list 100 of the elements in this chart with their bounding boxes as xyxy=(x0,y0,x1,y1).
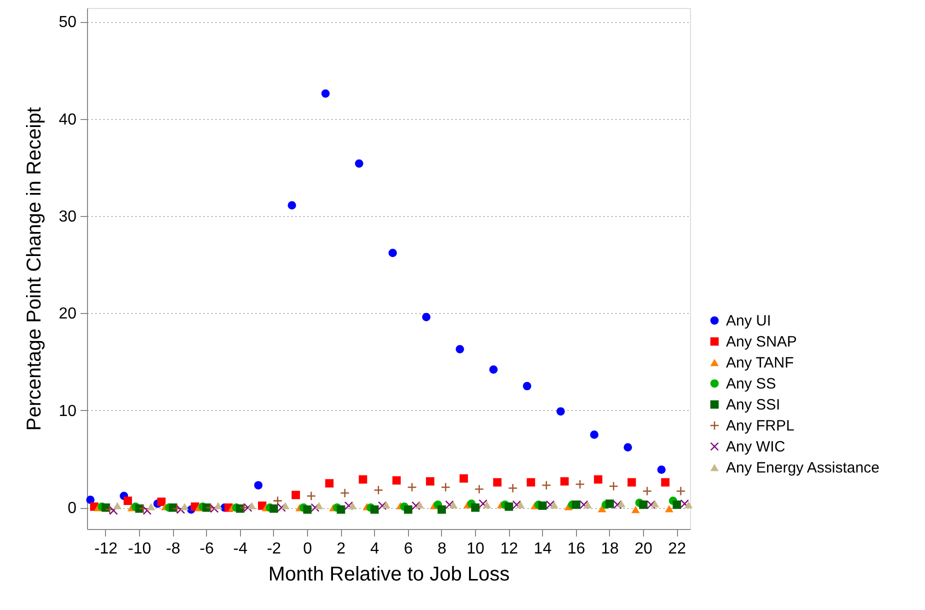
point xyxy=(475,484,484,494)
point xyxy=(180,503,189,510)
point xyxy=(508,484,517,492)
point xyxy=(460,474,468,483)
y-tick-label: 30 xyxy=(58,208,77,226)
point xyxy=(86,496,95,504)
x-tick-label: 10 xyxy=(466,540,485,558)
point xyxy=(321,89,330,98)
y-tick-label: 10 xyxy=(58,402,77,420)
x-tick-label: 16 xyxy=(567,540,586,558)
point xyxy=(516,501,525,508)
x-tick-label: 6 xyxy=(404,540,413,558)
point xyxy=(526,478,536,487)
y-tick-label: 20 xyxy=(58,306,77,323)
point xyxy=(471,503,480,512)
legend-label: Any SNAP xyxy=(726,334,797,350)
legend-label: Any SSI xyxy=(726,396,780,414)
x-tick-label: -6 xyxy=(200,540,214,558)
point xyxy=(522,382,532,390)
point xyxy=(438,505,446,514)
point xyxy=(314,502,324,510)
point xyxy=(416,501,424,508)
x-tick-label: 2 xyxy=(336,540,346,558)
y-tick-label: 0 xyxy=(68,500,77,518)
x-tick-label: -8 xyxy=(166,540,180,558)
point xyxy=(556,407,565,416)
x-axis-title: Month Relative to Job Loss xyxy=(268,564,510,586)
y-axis-title: Percentage Point Change in Receipt xyxy=(24,106,46,431)
point xyxy=(642,486,652,496)
point xyxy=(504,502,514,511)
point xyxy=(493,478,502,487)
point xyxy=(270,504,278,513)
point xyxy=(584,501,592,508)
x-tick-label: 18 xyxy=(600,540,619,558)
x-tick-label: 0 xyxy=(303,540,312,558)
point xyxy=(358,475,368,484)
point xyxy=(157,498,166,506)
point xyxy=(354,159,364,168)
legend-label: Any SS xyxy=(726,376,776,392)
point xyxy=(348,502,357,510)
point xyxy=(560,477,569,486)
y-tick-label: 50 xyxy=(58,14,77,32)
point xyxy=(392,476,401,485)
legend-label: Any FRPL xyxy=(726,418,794,434)
point xyxy=(650,500,660,508)
point xyxy=(489,365,498,374)
legend-label: Any TANF xyxy=(726,354,794,372)
point xyxy=(661,478,670,487)
legend-label: Any WIC xyxy=(726,438,786,456)
point xyxy=(449,501,458,508)
point xyxy=(664,504,674,512)
point xyxy=(572,500,580,509)
x-tick-label: -4 xyxy=(233,540,248,558)
point xyxy=(628,478,636,487)
legend-label: Any Energy Assistance xyxy=(726,460,880,476)
point xyxy=(370,505,379,514)
point xyxy=(542,481,551,490)
point xyxy=(606,500,614,508)
point xyxy=(538,501,547,510)
point xyxy=(288,201,296,210)
point xyxy=(676,486,685,496)
point xyxy=(388,248,397,258)
point xyxy=(273,496,282,505)
point xyxy=(590,430,598,439)
point xyxy=(340,488,350,498)
point xyxy=(113,502,122,510)
point xyxy=(441,483,450,492)
point xyxy=(422,312,430,322)
x-tick-label: 4 xyxy=(370,540,380,558)
point xyxy=(609,482,618,490)
x-tick-label: 22 xyxy=(668,540,686,558)
point xyxy=(292,490,300,500)
point xyxy=(124,496,132,505)
y-tick-label: 40 xyxy=(58,111,77,128)
x-tick-label: -2 xyxy=(266,540,282,558)
point xyxy=(624,443,632,452)
point xyxy=(404,505,412,514)
x-tick-label: -12 xyxy=(94,540,118,558)
point xyxy=(631,506,640,514)
point xyxy=(336,505,346,514)
point xyxy=(254,481,263,490)
point xyxy=(307,492,316,500)
point xyxy=(281,502,290,510)
x-tick-label: 8 xyxy=(437,540,446,558)
point xyxy=(325,479,334,488)
point xyxy=(408,483,416,492)
point xyxy=(482,501,492,508)
point xyxy=(639,500,648,509)
point xyxy=(684,501,693,508)
point xyxy=(146,503,156,510)
point xyxy=(382,501,390,508)
point xyxy=(426,477,434,486)
point xyxy=(617,500,626,508)
x-tick-label: 14 xyxy=(534,540,552,558)
point xyxy=(248,502,256,510)
point xyxy=(214,502,222,510)
x-tick-label: -10 xyxy=(128,540,152,558)
point xyxy=(672,500,682,509)
point xyxy=(657,466,666,474)
point xyxy=(456,345,464,354)
